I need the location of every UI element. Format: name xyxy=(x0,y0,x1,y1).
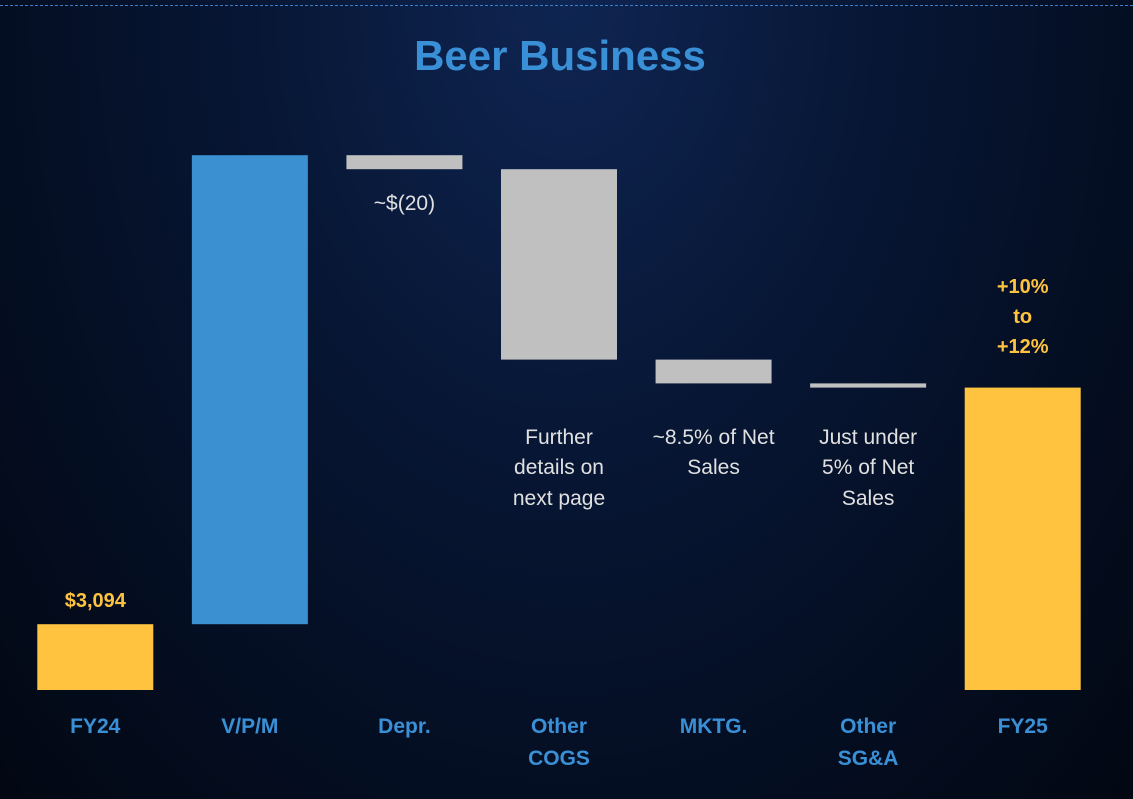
x-tick-label: Depr. xyxy=(378,715,431,738)
bar xyxy=(191,155,308,625)
x-tick-label: MKTG. xyxy=(679,715,748,738)
bar xyxy=(501,169,617,360)
dashed-rule xyxy=(0,5,1133,6)
note: Just under 5% of Net Sales xyxy=(819,426,918,510)
bar xyxy=(964,387,1081,690)
value-label: $3,094 xyxy=(64,590,126,613)
note: Further details on next page xyxy=(512,426,606,510)
value-label: ~$(20) xyxy=(373,192,436,216)
bar xyxy=(810,383,927,388)
x-tick-label: FY25 xyxy=(997,715,1048,738)
x-tick-label: Other SG&A xyxy=(837,715,899,770)
x-tick-label: Other COGS xyxy=(528,715,590,770)
x-tick-label: FY24 xyxy=(70,715,121,738)
chart-title: Beer Business xyxy=(414,32,706,79)
bar xyxy=(655,359,772,384)
bar xyxy=(346,155,463,170)
bar xyxy=(37,624,154,690)
note: +10% to +12% xyxy=(996,275,1049,358)
x-tick-label: V/P/M xyxy=(221,715,279,738)
note: ~8.5% of Net Sales xyxy=(652,426,775,480)
